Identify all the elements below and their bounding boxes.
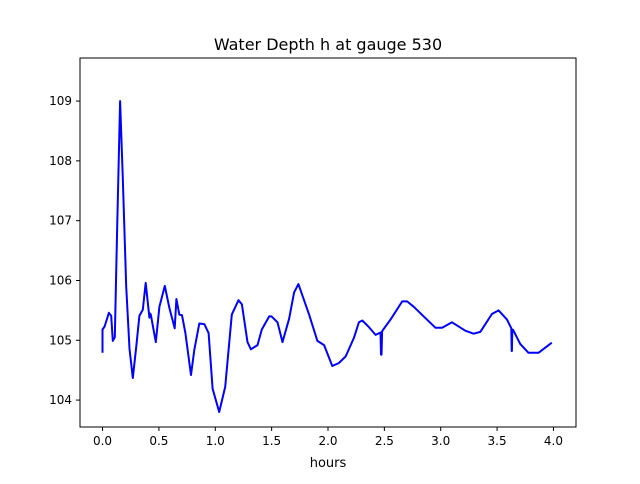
- chart-title: Water Depth h at gauge 530: [214, 35, 442, 54]
- x-tick-label: 3.5: [488, 434, 507, 448]
- x-tick-label: 0.5: [149, 434, 168, 448]
- y-tick-label: 104: [49, 393, 72, 407]
- x-tick-label: 0.0: [93, 434, 112, 448]
- x-tick-label: 2.0: [318, 434, 337, 448]
- x-tick-label: 4.0: [544, 434, 563, 448]
- x-axis-label: hours: [310, 456, 347, 471]
- x-tick-label: 1.0: [206, 434, 225, 448]
- x-tick-label: 2.5: [375, 434, 394, 448]
- y-tick-label: 108: [49, 154, 72, 168]
- series-line-h: [101, 100, 553, 413]
- y-tick-label: 107: [49, 214, 72, 228]
- x-tick-label: 1.5: [262, 434, 281, 448]
- plot-frame: [79, 57, 577, 428]
- y-tick-label: 106: [49, 273, 72, 287]
- y-tick-label: 105: [49, 333, 72, 347]
- y-tick-label: 109: [49, 94, 72, 108]
- x-tick-label: 3.0: [431, 434, 450, 448]
